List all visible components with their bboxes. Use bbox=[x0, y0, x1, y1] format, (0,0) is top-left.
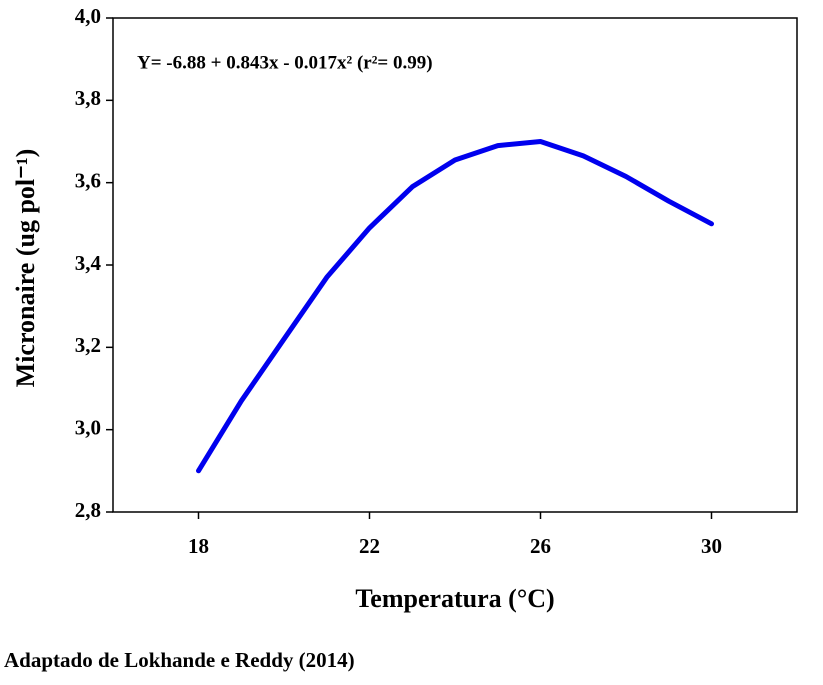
x-tick-label: 18 bbox=[188, 534, 209, 558]
caption: Adaptado de Lokhande e Reddy (2014) bbox=[4, 648, 355, 672]
y-tick-label: 2,8 bbox=[75, 498, 101, 522]
y-tick-label: 3,8 bbox=[75, 86, 101, 110]
y-tick-label: 3,0 bbox=[75, 415, 101, 439]
y-axis-label: Micronaire (ug pol⁻¹) bbox=[11, 149, 40, 388]
x-tick-label: 30 bbox=[701, 534, 722, 558]
y-tick-label: 3,6 bbox=[75, 168, 101, 192]
x-axis-label: Temperatura (°C) bbox=[355, 584, 554, 613]
x-tick-label: 22 bbox=[359, 534, 380, 558]
y-tick-label: 3,4 bbox=[75, 251, 102, 275]
line-series bbox=[196, 139, 714, 474]
plot-frame bbox=[112, 17, 798, 513]
x-tick-label: 26 bbox=[530, 534, 551, 558]
equation: Y= -6.88 + 0.843x - 0.017x² (r²= 0.99) bbox=[137, 52, 433, 73]
y-tick-label: 4,0 bbox=[75, 4, 101, 28]
y-tick-label: 3,2 bbox=[75, 333, 101, 357]
